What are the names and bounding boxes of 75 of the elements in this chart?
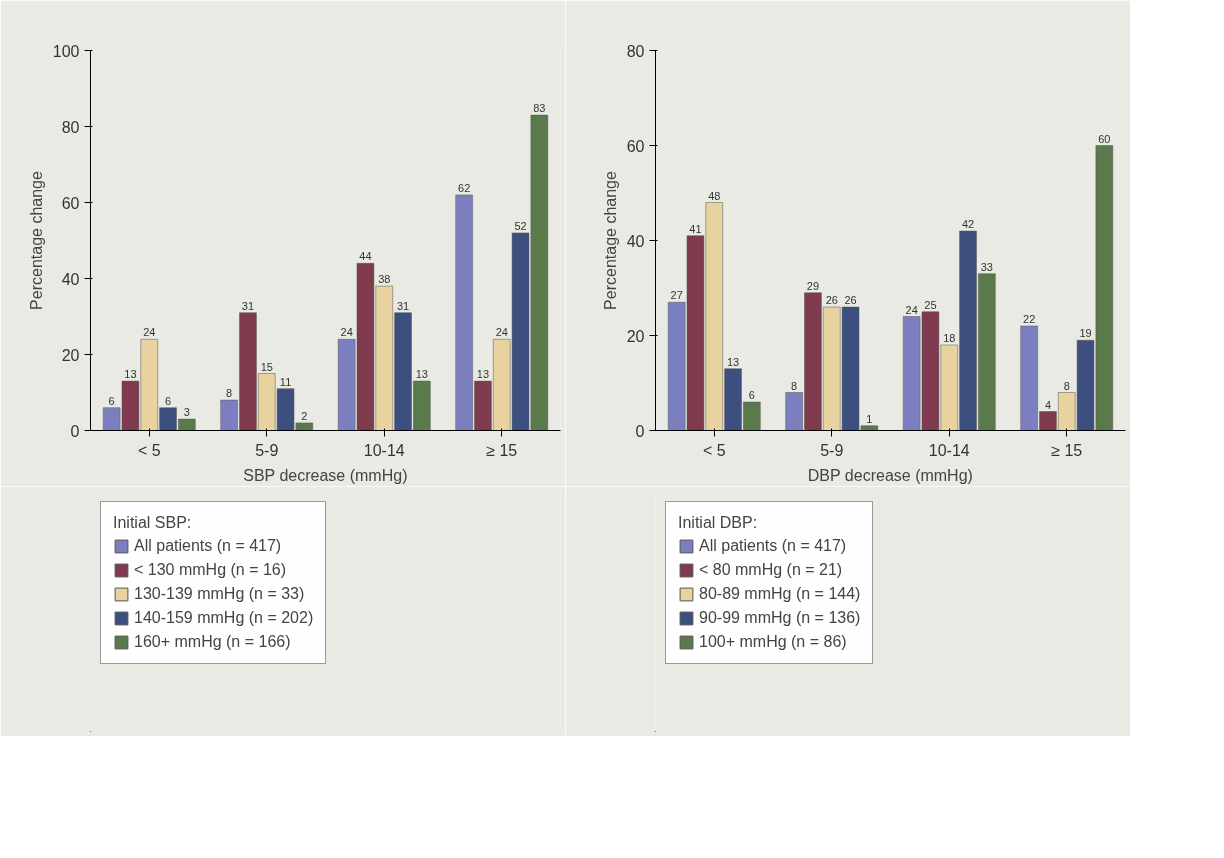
data-label: 31 — [241, 299, 255, 312]
data-label: 13 — [124, 368, 137, 381]
data-label: 15 — [260, 360, 273, 373]
legend-label: 130-139 mmHg (n = 33) — [134, 585, 305, 603]
y-tick-label: 80 — [61, 118, 80, 136]
data-label: 8 — [226, 387, 233, 400]
data-label: 48 — [708, 189, 721, 202]
x-tick-label: ≥ 15 — [1051, 441, 1083, 459]
data-label: 19 — [1079, 327, 1092, 340]
y-tick-label: 40 — [61, 270, 80, 288]
legend-label: 140-159 mmHg (n = 202) — [134, 609, 314, 627]
data-label: 29 — [806, 279, 820, 292]
y-axis-title: Percentage change — [601, 171, 619, 310]
legend-label: All patients (n = 417) — [699, 537, 847, 555]
x-tick-label: 10-14 — [928, 441, 970, 459]
data-label: 44 — [359, 250, 372, 263]
y-tick-label: 60 — [626, 137, 645, 155]
legend-label: 90-99 mmHg (n = 136) — [699, 609, 861, 627]
legend-label: < 80 mmHg (n = 21) — [699, 561, 843, 579]
x-tick-label: < 5 — [702, 441, 726, 459]
data-label: 41 — [689, 222, 702, 235]
data-label: 26 — [825, 294, 838, 306]
data-label: 33 — [980, 260, 993, 273]
data-label: 6 — [748, 389, 755, 401]
data-label: 13 — [726, 355, 740, 368]
data-label: 6 — [108, 394, 115, 407]
legend-label: 160+ mmHg (n = 166) — [134, 633, 291, 651]
y-tick-label: 0 — [635, 422, 645, 440]
data-label: 60 — [1098, 132, 1111, 145]
data-label: 6 — [164, 394, 172, 407]
y-tick-label: 20 — [61, 346, 80, 364]
data-label: 18 — [943, 332, 956, 344]
data-label: 31 — [396, 299, 410, 312]
data-label: 62 — [458, 181, 471, 194]
data-label: 24 — [905, 303, 918, 316]
x-tick-label: 5-9 — [255, 441, 279, 459]
y-tick-label: 60 — [61, 194, 80, 212]
data-label: 3 — [183, 406, 190, 419]
data-label: 24 — [340, 326, 353, 339]
legend-title: Initial SBP: — [113, 514, 193, 532]
data-label: 52 — [514, 219, 527, 232]
legend-label: < 130 mmHg (n = 16) — [134, 561, 287, 579]
data-label: 2 — [301, 409, 308, 422]
y-tick-label: 0 — [70, 422, 80, 440]
data-label: 1 — [866, 412, 873, 425]
x-tick-label: 5-9 — [820, 441, 844, 459]
y-tick-label: 80 — [626, 42, 645, 60]
legend-title: Initial DBP: — [678, 514, 759, 532]
data-label: 26 — [844, 294, 857, 306]
y-axis-title: Percentage change — [27, 171, 45, 310]
legend-label: 100+ mmHg (n = 86) — [699, 633, 847, 651]
data-label: 13 — [415, 368, 428, 381]
data-label: 8 — [791, 379, 798, 392]
data-label: 22 — [1023, 313, 1036, 325]
data-label: 8 — [1063, 379, 1070, 392]
data-label: 11 — [279, 375, 292, 388]
x-tick-label: < 5 — [137, 441, 161, 459]
y-tick-label: 100 — [52, 42, 80, 60]
y-tick-label: 20 — [626, 327, 645, 345]
x-axis-title: SBP decrease (mmHg) — [243, 466, 408, 484]
data-label: 13 — [476, 368, 490, 381]
y-tick-label: 40 — [626, 232, 645, 250]
data-label: 38 — [378, 273, 391, 286]
data-label: 27 — [670, 289, 683, 302]
data-label: 42 — [961, 218, 975, 230]
legend-label: All patients (n = 417) — [134, 537, 282, 555]
legend-label: 80-89 mmHg (n = 144) — [699, 585, 861, 603]
data-label: 25 — [924, 298, 937, 311]
x-axis-title: DBP decrease (mmHg) — [807, 466, 973, 484]
data-label: 83 — [533, 102, 546, 115]
data-label: 4 — [1044, 398, 1052, 411]
x-tick-label: 10-14 — [363, 441, 405, 459]
x-tick-label: ≥ 15 — [486, 441, 518, 459]
data-label: 24 — [495, 326, 508, 339]
data-label: 24 — [143, 326, 156, 339]
